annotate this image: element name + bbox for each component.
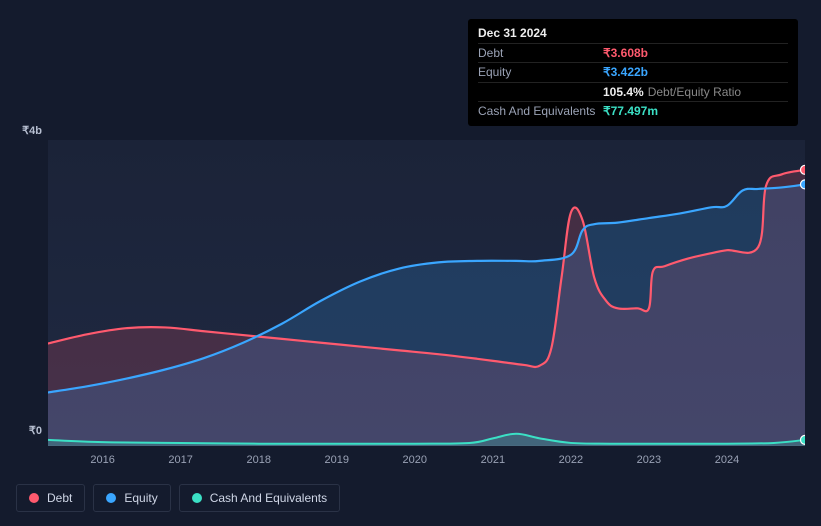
xaxis-tick-label: 2017 [168,454,192,466]
xaxis-tick-label: 2016 [90,454,114,466]
legend-label: Equity [124,491,157,505]
xaxis-tick-label: 2019 [325,454,349,466]
xaxis-tick-label: 2024 [715,454,739,466]
tooltip-rows: Debt₹3.608bEquity₹3.422b105.4%Debt/Equit… [478,43,788,120]
tooltip-row-label: Debt [478,45,603,61]
tooltip-row-value: ₹3.422b [603,64,648,80]
xaxis-tick-label: 2023 [637,454,661,466]
tooltip-row-extra: Debt/Equity Ratio [648,85,741,99]
series-end-marker-equity [801,180,806,189]
tooltip-row: Equity₹3.422b [478,62,788,81]
legend-dot-cash [192,493,202,503]
tooltip-row-label: Equity [478,64,603,80]
yaxis-tick-bottom: ₹0 [0,424,42,437]
tooltip-row-value: ₹77.497m [603,103,658,119]
tooltip-row: Debt₹3.608b [478,43,788,62]
tooltip-row: 105.4%Debt/Equity Ratio [478,82,788,101]
legend-item-cash[interactable]: Cash And Equivalents [179,484,340,512]
xaxis-tick-label: 2018 [246,454,270,466]
chart-tooltip: Dec 31 2024 Debt₹3.608bEquity₹3.422b105.… [468,19,798,126]
yaxis-tick-top: ₹4b [0,124,42,137]
xaxis-tick-label: 2022 [559,454,583,466]
legend-label: Cash And Equivalents [210,491,327,505]
legend-item-equity[interactable]: Equity [93,484,170,512]
tooltip-row: Cash And Equivalents₹77.497m [478,101,788,120]
legend-dot-equity [106,493,116,503]
series-end-marker-cash [801,435,806,444]
xaxis-tick-label: 2020 [403,454,427,466]
tooltip-row-value: ₹3.608b [603,45,648,61]
legend-dot-debt [29,493,39,503]
legend-label: Debt [47,491,72,505]
legend-item-debt[interactable]: Debt [16,484,85,512]
xaxis-labels: 2016 2017 2018 2019 2020 2021 2022 2023 2024 [48,454,805,468]
xaxis-tick-label: 2021 [481,454,505,466]
tooltip-row-label: Cash And Equivalents [478,103,603,119]
chart-plot-area [48,140,805,446]
chart-svg [48,140,805,446]
tooltip-row-value: 105.4%Debt/Equity Ratio [603,84,741,100]
tooltip-title: Dec 31 2024 [478,25,788,41]
tooltip-row-label [478,84,603,100]
chart-legend: Debt Equity Cash And Equivalents [16,484,340,512]
series-end-marker-debt [801,165,806,174]
